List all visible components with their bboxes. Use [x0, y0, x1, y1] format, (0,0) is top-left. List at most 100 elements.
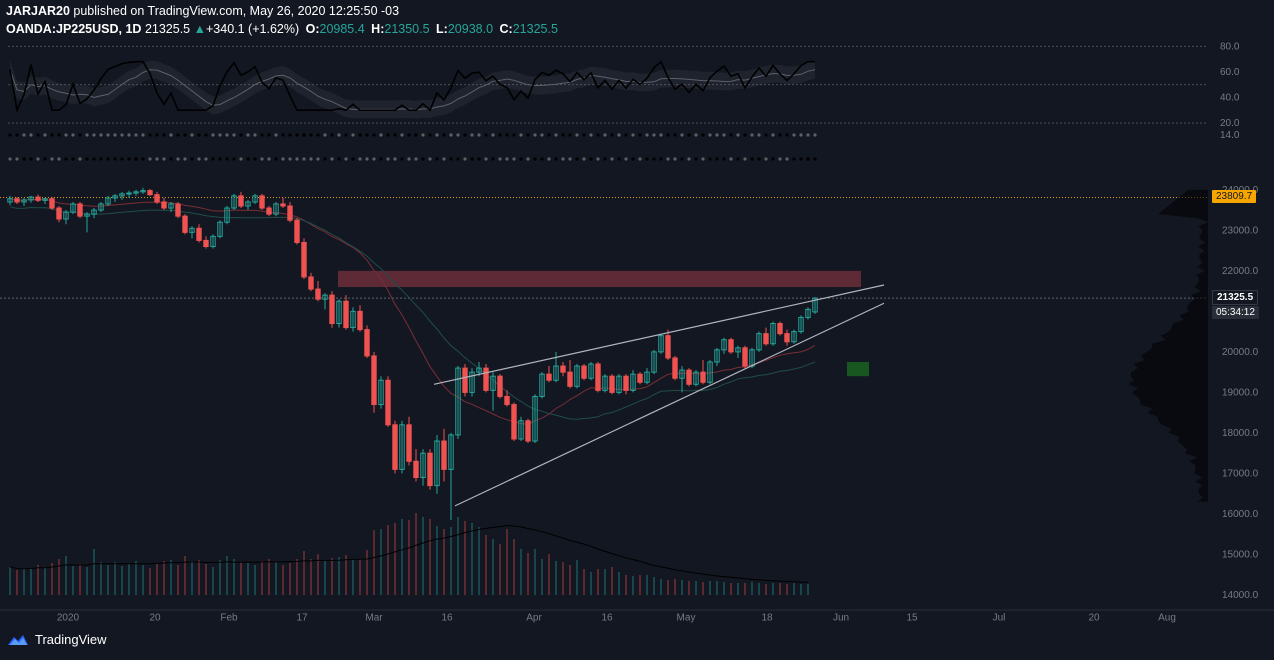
candle: [805, 307, 811, 320]
candle: [707, 359, 713, 385]
dot-indicator-mark: [610, 157, 614, 161]
resistance-zone: [338, 270, 861, 288]
candle-body: [161, 201, 167, 209]
candle-body: [700, 371, 706, 383]
dot-indicator-mark: [379, 133, 383, 137]
candle: [546, 366, 552, 383]
volume-bar: [177, 565, 179, 595]
dot-indicator-mark: [414, 157, 418, 161]
candle-body: [70, 203, 76, 213]
volume-bar: [100, 562, 102, 595]
volume-bar: [429, 519, 431, 595]
candle-body: [259, 195, 265, 209]
dot-indicator-mark: [22, 133, 26, 137]
dot-indicator-mark: [449, 133, 453, 137]
candle: [385, 376, 391, 427]
dot-indicator-mark: [743, 157, 747, 161]
tradingview-logo[interactable]: TradingView: [6, 632, 107, 647]
candle-body: [784, 333, 790, 343]
dot-indicator-mark: [232, 133, 236, 137]
candle: [448, 432, 454, 521]
volume-bar: [338, 557, 340, 595]
volume-bar: [422, 517, 424, 595]
dot-indicator-mark: [491, 133, 495, 137]
dot-indicator-mark: [36, 133, 40, 137]
candle-body: [301, 241, 307, 278]
volume-bar: [471, 523, 473, 595]
dot-indicator-mark: [715, 157, 719, 161]
dot-indicator-mark: [701, 133, 705, 137]
dot-indicator-mark: [239, 133, 243, 137]
dot-indicator-mark: [78, 157, 82, 161]
dot-indicator-mark: [484, 157, 488, 161]
candle-body: [273, 203, 279, 215]
candle: [427, 449, 433, 490]
candle: [518, 416, 524, 442]
volume-bar: [611, 567, 613, 595]
volume-bar: [541, 559, 543, 595]
tradingview-logo-text: TradingView: [35, 632, 107, 647]
candle-body: [546, 373, 552, 381]
dot-indicator-mark: [267, 157, 271, 161]
candle: [532, 394, 538, 444]
volume-bar: [807, 584, 809, 595]
dot-indicator-mark: [148, 133, 152, 137]
volume-bar: [128, 564, 130, 595]
dot-indicator-mark: [239, 157, 243, 161]
dot-indicator-mark: [379, 157, 383, 161]
candle: [224, 206, 230, 225]
candle-body: [266, 207, 272, 215]
candle: [119, 191, 125, 200]
price-axis-tick: 16000.0: [1222, 509, 1259, 520]
candle-body: [350, 310, 356, 329]
level-price-text: 23809.7: [1216, 191, 1253, 202]
dot-indicator-mark: [281, 133, 285, 137]
dot-indicator-mark: [729, 133, 733, 137]
volume-bar: [506, 529, 508, 595]
volume-bar: [44, 567, 46, 595]
dot-indicator-mark: [85, 133, 89, 137]
dot-indicator-mark: [267, 133, 271, 137]
candle: [77, 201, 83, 219]
volume-bar: [394, 523, 396, 595]
dot-indicator-mark: [547, 157, 551, 161]
candle-body: [672, 357, 678, 379]
dot-indicator-mark: [225, 133, 229, 137]
dot-indicator-mark: [645, 157, 649, 161]
candle: [14, 197, 20, 204]
candle: [343, 295, 349, 330]
candle: [28, 195, 34, 203]
candle: [182, 214, 188, 235]
dot-indicator-mark: [666, 133, 670, 137]
candle: [567, 359, 573, 389]
dot-indicator-mark: [134, 157, 138, 161]
open-label: O:: [305, 22, 320, 36]
volume-bar: [646, 575, 648, 595]
candle-body: [98, 203, 104, 211]
candle: [777, 321, 783, 336]
candle: [672, 355, 678, 381]
candle-body: [623, 375, 629, 391]
dot-indicator-mark: [617, 157, 621, 161]
candle-body: [63, 211, 69, 220]
time-axis-tick: Aug: [1158, 612, 1176, 623]
dot-indicator-mark: [638, 133, 642, 137]
dot-indicator-row: [8, 157, 817, 161]
candle-body: [315, 288, 321, 300]
price-axis-tick: 22000.0: [1222, 266, 1259, 277]
ohlc-legend: OANDA:JP225USD, 1D 21325.5 ▲+340.1 (+1.6…: [6, 22, 558, 36]
candle-body: [378, 379, 384, 406]
dot-indicator-mark: [729, 157, 733, 161]
volume-bar: [156, 563, 158, 595]
publisher-name[interactable]: JARJAR20: [6, 4, 70, 18]
candle-body: [658, 335, 664, 353]
dot-indicator-mark: [792, 133, 796, 137]
dot-indicator-mark: [575, 157, 579, 161]
dot-indicator-mark: [519, 157, 523, 161]
candle: [231, 193, 237, 211]
volume-bar: [415, 513, 417, 595]
symbol-label[interactable]: OANDA:JP225USD, 1D: [6, 22, 142, 36]
candle-body: [511, 404, 517, 440]
candle-body: [28, 196, 34, 201]
